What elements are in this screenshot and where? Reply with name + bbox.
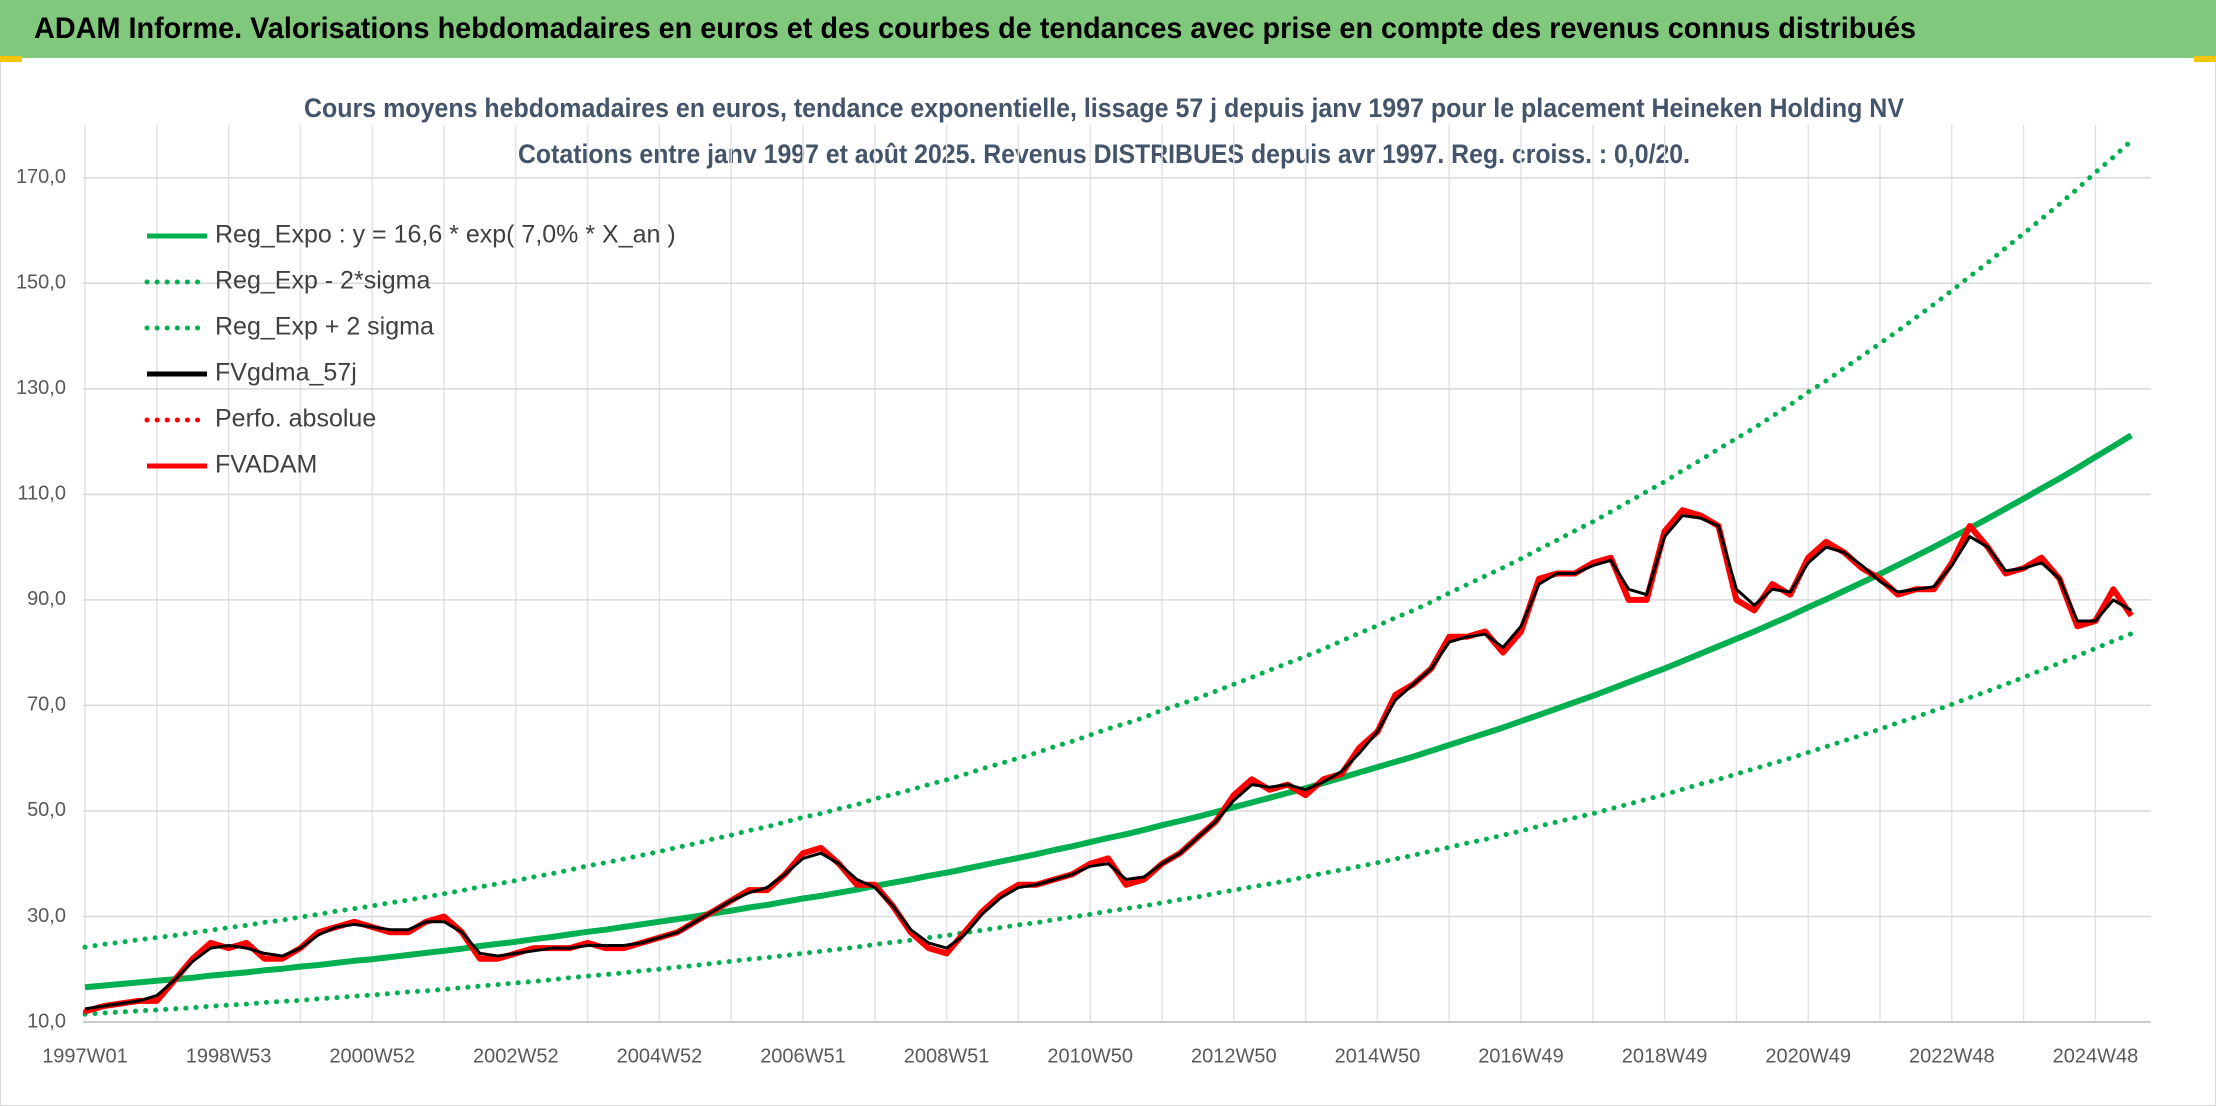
y-tick-label: 50,0 — [27, 799, 66, 821]
x-tick-label: 2000W52 — [329, 1045, 415, 1067]
y-tick-label: 150,0 — [16, 272, 66, 294]
y-tick-label: 130,0 — [16, 377, 66, 399]
series-line — [84, 432, 2133, 991]
x-tick-label: 2016W49 — [1478, 1045, 1564, 1067]
x-tick-label: 2024W48 — [2053, 1045, 2139, 1067]
y-tick-label: 30,0 — [27, 905, 66, 927]
x-tick-label: 1997W01 — [42, 1045, 128, 1067]
legend-label: FVADAM — [215, 451, 317, 479]
x-tick-label: 2014W50 — [1335, 1045, 1421, 1067]
x-tick-label: 2008W51 — [904, 1045, 990, 1067]
x-tick-label: 2002W52 — [473, 1045, 559, 1067]
x-tick-label: 2006W51 — [760, 1045, 846, 1067]
y-tick-label: 110,0 — [17, 483, 66, 505]
x-tick-label: 2020W49 — [1765, 1045, 1851, 1067]
chart-subtitle: Cotations entre janv 1997 et août 2025. … — [518, 139, 1690, 169]
series-line — [84, 514, 2133, 1011]
x-tick-label: 2004W52 — [617, 1045, 703, 1067]
corner-mark — [0, 56, 22, 62]
x-tick-label: 2022W48 — [1909, 1045, 1995, 1067]
y-tick-label: 170,0 — [16, 166, 66, 188]
series-line — [82, 631, 2134, 1017]
x-tick-label: 2018W49 — [1622, 1045, 1708, 1067]
chart-title: Cours moyens hebdomadaires en euros, ten… — [304, 93, 1904, 123]
corner-mark — [2194, 56, 2216, 62]
legend-label: Reg_Expo : y = 16,6 * exp( 7,0% * X_an ) — [215, 221, 676, 249]
y-tick-label: 90,0 — [27, 588, 66, 610]
series-line — [82, 138, 2134, 950]
header-title: ADAM Informe. Valorisations hebdomadaire… — [34, 12, 1916, 45]
legend-label: Reg_Exp - 2*sigma — [215, 267, 430, 295]
y-tick-label: 70,0 — [27, 694, 66, 716]
y-tick-label: 10,0 — [27, 1010, 66, 1032]
x-tick-label: 1998W53 — [186, 1045, 272, 1067]
header-bar — [0, 0, 2216, 58]
legend-label: Perfo. absolue — [215, 405, 376, 433]
legend-label: Reg_Exp + 2 sigma — [215, 313, 434, 341]
legend-label: FVgdma_57j — [215, 359, 357, 387]
x-tick-label: 2012W50 — [1191, 1045, 1277, 1067]
x-tick-label: 2010W50 — [1047, 1045, 1133, 1067]
